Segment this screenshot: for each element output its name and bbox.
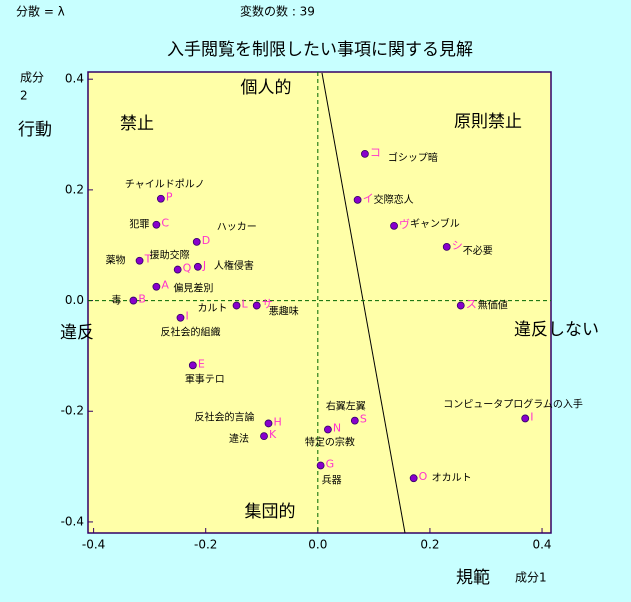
point: [156, 194, 165, 203]
point-label: 兵器: [322, 473, 342, 486]
point-label: ゴシップ暗: [388, 151, 438, 164]
point-letter: S: [360, 413, 367, 426]
point-letter: C: [161, 217, 169, 230]
point: [521, 414, 530, 423]
x-axis-label: 成分1: [515, 571, 547, 585]
point: [390, 221, 398, 230]
point-label: ギャンブル: [410, 217, 460, 230]
point-letter: A: [161, 279, 169, 292]
annotation: 行動: [18, 120, 52, 140]
point-label: 無価値: [478, 299, 508, 312]
y-axis-label: 成分: [20, 71, 44, 85]
point: [361, 150, 369, 158]
point-label: 毒: [111, 294, 121, 307]
point-label: 右翼左翼: [326, 400, 366, 413]
point-label: チャイルドポルノ: [125, 179, 205, 191]
annotation: 集団的: [245, 502, 296, 522]
point-letter: I: [185, 310, 188, 323]
point-label: 違法: [229, 432, 249, 445]
point-letter: L: [242, 298, 249, 311]
y-tick-label: -0.4: [61, 514, 84, 528]
point-label: 交際恋人: [374, 193, 414, 206]
point-label: 特定の宗教: [305, 436, 355, 449]
point: [316, 461, 325, 470]
point-label: 犯罪: [129, 219, 149, 231]
point: [176, 313, 185, 322]
point: [409, 474, 418, 483]
point: [135, 256, 144, 265]
point-label: 援助交際: [150, 249, 190, 262]
point: [442, 242, 451, 251]
point-label: 人権侵害: [214, 259, 254, 272]
point-letter: コ: [370, 146, 381, 159]
point-letter: B: [138, 293, 146, 306]
point-letter: N: [333, 422, 341, 435]
header-right: 変数の数 : 39: [240, 4, 315, 19]
point-label: コンピュータプログラムの入手: [443, 397, 583, 410]
point: [350, 416, 359, 425]
point-label: 薬物: [106, 254, 126, 267]
point: [252, 301, 261, 310]
header-left: 分散 = λ: [16, 4, 65, 19]
point-letter: O: [419, 470, 428, 483]
y-tick-label: 0.0: [65, 293, 84, 307]
point-label: 反社会的言論: [194, 410, 254, 423]
point: [152, 220, 161, 229]
point: [173, 265, 182, 274]
point-letter: T: [144, 253, 152, 266]
point-label: 軍事テロ: [185, 372, 225, 385]
point-letter: Q: [183, 262, 192, 275]
point: [353, 195, 362, 204]
point-label: 反社会的組織: [160, 326, 220, 339]
point-letter: P: [166, 191, 173, 204]
point-label: 悪趣味: [269, 305, 299, 318]
point-letter: G: [326, 457, 335, 470]
point: [232, 301, 241, 310]
x-tick-label: 0.2: [420, 538, 439, 552]
point-label: 偏見差別: [173, 282, 213, 295]
plot-area: [87, 71, 552, 534]
boundary-line: [321, 72, 406, 534]
point: [188, 361, 197, 370]
x-tick-label: 0.0: [308, 538, 327, 552]
point-label: オカルト: [432, 472, 472, 484]
point-letter: サ: [262, 298, 273, 311]
annotation: 原則禁止: [454, 112, 522, 132]
x-tick-label: -0.4: [82, 538, 105, 552]
annotation: 禁止: [120, 114, 154, 134]
y-tick-label: 0.4: [65, 72, 84, 86]
point-label: カルト: [198, 303, 228, 315]
point: [129, 296, 138, 305]
point-label: 不必要: [463, 244, 493, 257]
point-letter: ス: [466, 298, 477, 311]
point-letter: シ: [452, 239, 463, 252]
point-letter: H: [273, 415, 281, 428]
point: [193, 262, 202, 271]
y-axis-label: 2: [20, 89, 28, 103]
point-letter: J: [202, 259, 206, 272]
chart-title: 入手閲覧を制限したい事項に関する見解: [167, 40, 473, 60]
x-tick-label: 0.4: [532, 538, 551, 552]
annotation: 規範: [456, 568, 490, 588]
y-tick-label: -0.2: [61, 404, 84, 418]
annotation: 個人的: [241, 78, 292, 98]
point-letter: イ: [363, 192, 374, 205]
point-letter: I: [530, 410, 533, 423]
point-letter: D: [202, 234, 210, 247]
annotation: 違反しない: [514, 320, 599, 340]
point-letter: ヴ: [399, 217, 410, 231]
point-letter: E: [198, 357, 205, 370]
point: [264, 419, 273, 428]
point: [260, 432, 268, 441]
point-letter: K: [269, 428, 277, 441]
point: [324, 425, 332, 434]
point: [456, 301, 465, 310]
x-tick-label: -0.2: [194, 538, 217, 552]
annotation: 違反: [60, 323, 94, 343]
point: [152, 282, 161, 291]
point: [192, 238, 201, 246]
point-label: ハッカー: [217, 221, 257, 233]
y-tick-label: 0.2: [65, 182, 84, 196]
